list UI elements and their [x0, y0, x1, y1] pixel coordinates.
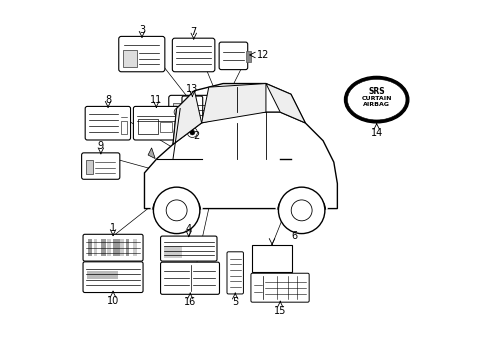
Circle shape: [189, 105, 194, 110]
Text: 7: 7: [190, 27, 197, 37]
Text: 2: 2: [193, 131, 199, 141]
Text: 6: 6: [291, 231, 297, 241]
Text: 12: 12: [257, 50, 269, 60]
Text: 5: 5: [232, 297, 238, 307]
Bar: [87, 239, 92, 256]
FancyBboxPatch shape: [226, 252, 243, 294]
Bar: [132, 239, 137, 256]
FancyBboxPatch shape: [133, 107, 179, 140]
Text: 3: 3: [139, 25, 145, 35]
Polygon shape: [265, 84, 305, 123]
Circle shape: [153, 187, 200, 234]
Bar: [94, 239, 97, 256]
FancyBboxPatch shape: [172, 38, 214, 72]
Bar: [163, 246, 182, 258]
FancyBboxPatch shape: [168, 95, 224, 130]
Circle shape: [189, 117, 194, 122]
Text: 4: 4: [185, 224, 191, 234]
Bar: [113, 239, 120, 256]
Bar: [173, 103, 183, 124]
Text: AIRBAG: AIRBAG: [363, 103, 389, 108]
Bar: [252, 245, 291, 272]
Text: CURTAIN: CURTAIN: [361, 96, 391, 101]
Circle shape: [278, 187, 324, 234]
Text: 1: 1: [110, 223, 116, 233]
Bar: [121, 121, 127, 134]
FancyBboxPatch shape: [219, 42, 247, 69]
FancyBboxPatch shape: [83, 262, 143, 293]
FancyBboxPatch shape: [81, 153, 120, 179]
Bar: [120, 239, 124, 256]
Ellipse shape: [344, 76, 408, 123]
Text: 15: 15: [273, 306, 286, 316]
FancyBboxPatch shape: [250, 273, 308, 302]
Text: SRS: SRS: [367, 87, 384, 96]
Bar: [101, 239, 106, 256]
Bar: [86, 271, 118, 279]
Text: 14: 14: [370, 128, 382, 138]
Text: 16: 16: [183, 297, 196, 307]
Bar: [123, 50, 137, 67]
Text: 11: 11: [150, 95, 162, 105]
Bar: [107, 239, 110, 256]
Ellipse shape: [346, 79, 405, 120]
FancyBboxPatch shape: [160, 236, 217, 261]
Polygon shape: [173, 91, 201, 144]
Bar: [126, 239, 129, 256]
Bar: [138, 119, 158, 134]
Polygon shape: [201, 84, 265, 123]
Polygon shape: [148, 148, 155, 158]
Text: 13: 13: [186, 84, 198, 94]
FancyBboxPatch shape: [160, 262, 219, 294]
Text: 8: 8: [105, 95, 111, 105]
Text: 9: 9: [98, 141, 104, 152]
FancyBboxPatch shape: [83, 234, 143, 261]
FancyBboxPatch shape: [85, 107, 130, 140]
Bar: [245, 51, 250, 62]
Bar: [160, 122, 172, 132]
FancyBboxPatch shape: [182, 96, 203, 147]
Text: 10: 10: [107, 296, 119, 306]
Bar: [86, 160, 93, 174]
FancyBboxPatch shape: [119, 36, 164, 72]
Circle shape: [189, 130, 194, 135]
Polygon shape: [144, 112, 337, 208]
